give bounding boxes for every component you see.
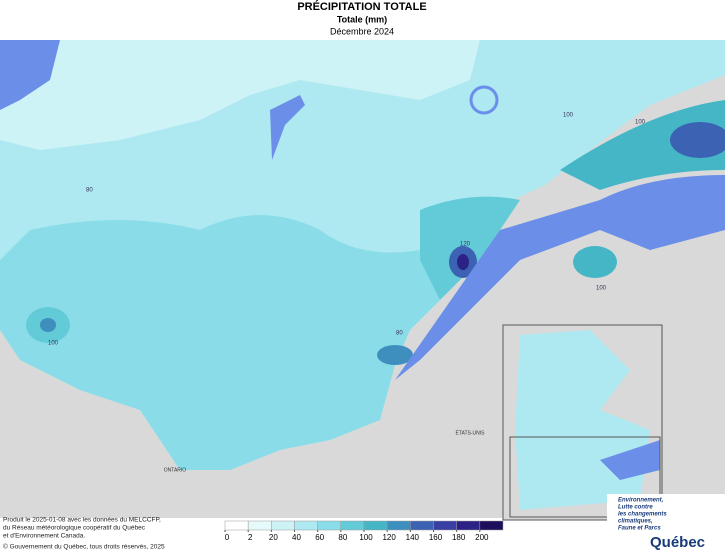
zone-120 bbox=[377, 345, 413, 365]
legend-tick-label: 200 bbox=[475, 533, 489, 542]
legend-tick-label: 60 bbox=[315, 533, 324, 542]
legend-swatch bbox=[386, 520, 411, 531]
inset-map bbox=[502, 324, 663, 521]
contour-label: 80 bbox=[86, 188, 93, 194]
title: PRÉCIPITATION TOTALE bbox=[297, 0, 426, 13]
logo-text: Lutte contre bbox=[618, 505, 653, 511]
legend-swatch bbox=[433, 520, 457, 531]
zone-west-core bbox=[40, 318, 56, 332]
legend-swatch bbox=[410, 520, 434, 531]
legend-swatch bbox=[456, 520, 481, 531]
legend-swatch bbox=[294, 520, 318, 531]
place-label: ÉTATS-UNIS bbox=[456, 429, 486, 436]
legend-swatch bbox=[340, 520, 365, 531]
note: du Réseau météorologique coopératif du Q… bbox=[3, 525, 146, 532]
legend-tick-label: 40 bbox=[292, 533, 301, 542]
legend-tick-label: 180 bbox=[452, 533, 466, 542]
legend-swatch bbox=[479, 520, 504, 531]
map: 100 80 100 100 120 80 100 ONTARIO ÉTATS-… bbox=[0, 40, 725, 521]
legend-tick-label: 100 bbox=[359, 533, 373, 542]
legend-tick-label: 120 bbox=[382, 533, 396, 542]
contour-label: 120 bbox=[460, 242, 471, 248]
legend-swatch bbox=[224, 520, 249, 531]
note: et d'Environnement Canada. bbox=[3, 533, 85, 540]
logo-brand: Québec bbox=[650, 534, 705, 551]
zone-gaspe bbox=[573, 246, 617, 278]
legend-tick-label: 140 bbox=[406, 533, 420, 542]
contour-label: 80 bbox=[396, 331, 403, 337]
region-south bbox=[0, 215, 440, 470]
lake bbox=[270, 95, 305, 160]
logo-box bbox=[607, 494, 725, 552]
zone-northeast-core bbox=[670, 122, 725, 158]
contour-label: 100 bbox=[596, 286, 607, 292]
legend-swatch bbox=[317, 520, 342, 531]
zone-180 bbox=[457, 254, 469, 270]
period: Décembre 2024 bbox=[330, 26, 394, 36]
inset-extent bbox=[509, 436, 661, 518]
legend-tick-label: 80 bbox=[338, 533, 347, 542]
legend-swatch bbox=[247, 520, 272, 531]
legend-tick-label: 2 bbox=[248, 533, 253, 542]
saint-lawrence bbox=[395, 175, 725, 380]
contour-label: 100 bbox=[635, 120, 646, 126]
subtitle: Totale (mm) bbox=[337, 14, 387, 24]
legend-swatch bbox=[271, 520, 295, 531]
legend-tick-label: 160 bbox=[429, 533, 443, 542]
hudson-bay bbox=[0, 40, 60, 110]
logo-text: climatiques, bbox=[618, 519, 653, 525]
copyright: © Gouvernement du Québec, tous droits ré… bbox=[3, 543, 165, 551]
manicouagan bbox=[469, 85, 499, 115]
inset-water bbox=[600, 440, 660, 480]
zone-northeast bbox=[560, 100, 725, 190]
legend: 0 2 20 40 60 80 100 120 140 160 180 200 bbox=[224, 520, 504, 542]
place-label: ONTARIO bbox=[164, 467, 187, 473]
logo-text: Environnement, bbox=[618, 498, 664, 504]
contour-label: 100 bbox=[563, 113, 574, 119]
legend-swatch bbox=[363, 520, 388, 531]
legend-tick-label: 0 bbox=[225, 533, 230, 542]
logo-text: les changements bbox=[618, 512, 667, 518]
note: Produit le 2025-01-08 avec les données d… bbox=[3, 517, 161, 524]
region-north bbox=[0, 40, 480, 150]
contour-label: 100 bbox=[48, 341, 59, 347]
logo-text: Faune et Parcs bbox=[618, 526, 661, 532]
legend-tick-label: 20 bbox=[269, 533, 278, 542]
